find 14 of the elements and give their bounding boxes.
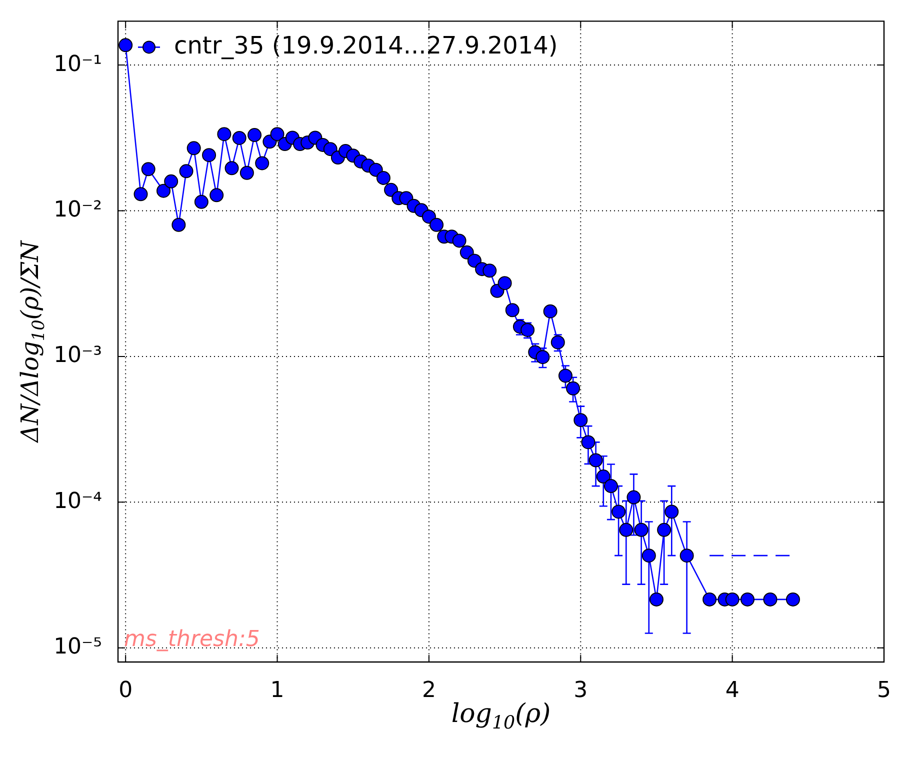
y-tick-label: 10⁻⁴ xyxy=(54,488,102,514)
x-tick-label: 4 xyxy=(725,678,740,703)
x-tick-label: 5 xyxy=(877,678,891,703)
legend-label: cntr_35 (19.9.2014...27.9.2014) xyxy=(174,31,558,60)
x-tick-label: 1 xyxy=(270,678,284,703)
y-axis-title: ΔN/Δlog10(ρ)/ΣN xyxy=(16,240,48,444)
y-tick-label: 10⁻¹ xyxy=(54,52,102,77)
y-tick-label: 10⁻⁵ xyxy=(54,634,102,660)
y-tick-label: 10⁻³ xyxy=(54,343,102,368)
x-tick-label: 0 xyxy=(118,678,133,703)
x-tick-label: 2 xyxy=(422,678,436,703)
y-tick-label: 10⁻² xyxy=(54,197,102,222)
annotation: ms_thresh:5 xyxy=(124,627,260,652)
x-tick-label: 3 xyxy=(574,678,588,703)
